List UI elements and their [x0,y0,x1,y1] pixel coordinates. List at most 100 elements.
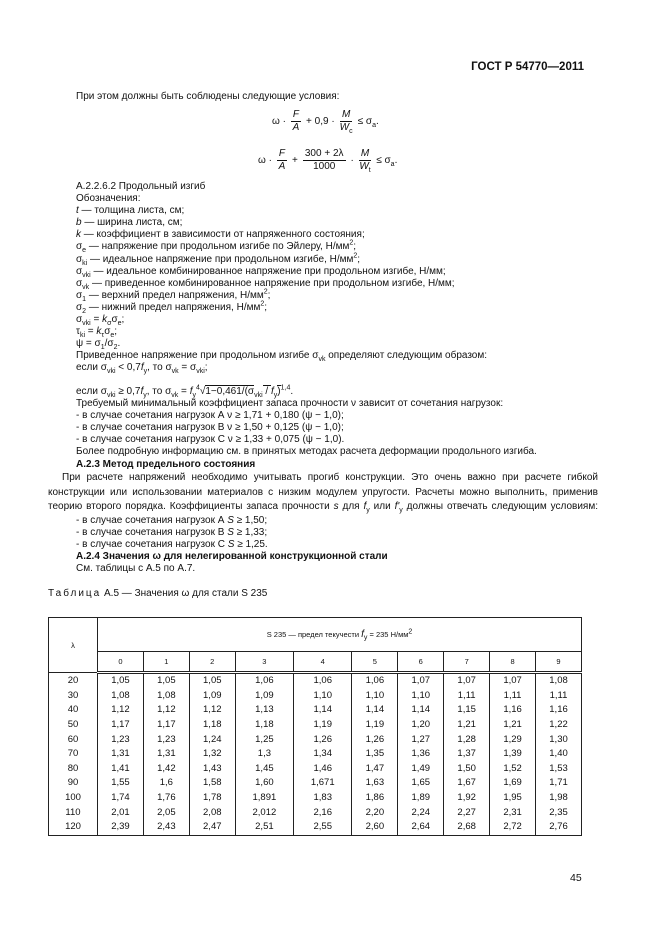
subscript: ki [79,332,86,340]
subscript: vk [82,283,90,291]
value-cell: 1,23 [142,732,190,747]
value-cell: 1,25 [234,732,295,747]
value-cell: 2,01 [97,805,144,820]
text-line: конструкции или использовании материалов… [48,486,598,501]
subscript: y [399,507,403,514]
text-segment: = [90,314,103,326]
value-cell: 1,21 [489,717,537,733]
value-cell: 1,14 [397,703,445,718]
value-cell: 1,16 [535,703,582,718]
text-segment: ; [357,253,361,265]
italic-symbol: S [227,527,234,539]
value-cell: 2,51 [234,819,295,836]
text-segment: = [85,326,97,338]
value-cell: 1,13 [234,703,295,718]
text-line: σvki = kσσe; [62,314,598,328]
column-header: 8 [489,651,537,674]
italic-symbol: k [96,326,102,338]
value-cell: 1,17 [97,717,144,733]
value-cell: 1,98 [535,790,582,806]
text-segment: ; [204,362,208,374]
value-cell: 1,10 [351,688,399,704]
value-cell: 1,18 [234,717,295,733]
value-cell: 1,11 [443,688,491,704]
formula-term: . [375,116,379,127]
subscript: y [192,392,196,399]
text-line: σvki — идеальное комбинированное напряже… [62,265,598,279]
subscript: 1 [82,295,87,303]
text-segment: , то σ [146,386,172,397]
table-row: 80 1,41 1,42 1,43 1,45 1,46 1,47 1,49 1,50 1,52 1,… [48,761,582,777]
column-header: 0 [97,651,144,674]
text-segment: ≥ 0,7 [115,386,141,397]
lambda-cell: 120 [48,819,98,836]
subscript: e [117,320,122,328]
italic-symbol: f [189,386,193,397]
value-cell: 1,50 [443,761,491,777]
text-segment: . [117,338,121,350]
value-cell: 1,05 [97,672,144,689]
italic-symbol: f [271,386,274,397]
table-row: 60 1,23 1,23 1,24 1,25 1,26 1,26 1,27 1,28 1,29 1,… [48,732,582,747]
text-line: σ1 — верхний предел напряжения, Н/мм2; [62,289,598,303]
value-cell: 2,20 [351,805,399,820]
subscript: vki [106,392,116,399]
column-header: 6 [397,651,445,674]
text-segment: σ [76,265,83,277]
subscript: y [366,507,370,514]
fy-symbol: f [361,629,364,640]
subscript: vki [196,368,205,376]
lambda-cell: 30 [48,688,98,704]
value-cell: 1,12 [97,703,144,718]
value-cell: 1,52 [489,761,537,777]
formula-term: . [394,155,398,166]
text-line: Приведенное напряжение при продольном из… [62,350,598,363]
value-cell: 1,08 [535,672,582,689]
text-segment: ; [267,289,271,301]
value-cell: 1,34 [293,746,353,762]
omega-table: λ S 235 — предел текучести fy = 235 Н/мм… [48,617,582,836]
value-cell: 2,35 [535,805,582,820]
text-segment: ≥ 1,25. [234,539,268,551]
value-cell: 1,10 [397,688,445,704]
radicand: 1−0,461/(σ [205,385,255,397]
value-cell: 1,12 [142,703,190,718]
page-number: 45 [570,872,582,884]
formula-term: ω · [272,116,286,127]
fraction: M Wc [340,109,353,135]
subscript: ki [82,259,88,267]
text-segment: См. таблицы с А.5 по А.7. [76,563,196,575]
document-id: ГОСТ Р 54770—2011 [471,61,584,73]
value-cell: 1,31 [142,746,190,762]
value-cell: 1,32 [188,746,236,762]
text-line: σ2 — нижний предел напряжения, Н/мм2; [62,301,598,315]
subscript: vki [106,368,116,376]
subscript: vk [171,368,179,376]
text-segment: — нижний предел напряжения, Н/мм [86,301,261,313]
text-segment: ≥ 1,50; [233,515,268,526]
table-row: 30 1,08 1,08 1,09 1,09 1,10 1,10 1,10 1,11 1,11 1,… [48,688,582,704]
lambda-cell: 110 [48,805,98,820]
value-cell: 2,55 [293,819,353,836]
text-line: σvk — приведенное комбинированное напряж… [62,278,598,291]
text-segment: σ [76,314,83,326]
text-line: теорию второго порядка. Коэффициенты зап… [48,500,598,515]
column-header: 4 [293,651,353,674]
table-caption: Таблица А.5 — Значения ω для стали S 235 [48,588,267,599]
column-header: 5 [351,651,399,674]
section-heading: А.2.4 Значения ω для нелегированной конс… [76,551,388,563]
value-cell: 1,10 [293,688,353,704]
text-segment: определяют следующим образом: [325,350,488,362]
text-segment: σ [76,241,83,253]
text-line: σe — напряжение при продольном изгибе по… [62,240,598,254]
value-cell: 1,92 [443,790,491,806]
text-line: если σvki ≥ 0,7fy, то σvk = fy4√1−0,461/… [62,385,598,399]
text-segment: σ [76,289,83,301]
text-segment: ; [114,326,118,338]
text-segment: σ [111,314,118,326]
value-cell: 1,19 [293,717,353,733]
value-cell: 1,14 [293,703,353,718]
italic-symbol: f' [394,501,400,512]
text-segment: или [369,501,395,512]
